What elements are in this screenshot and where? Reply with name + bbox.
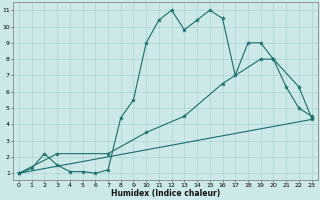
X-axis label: Humidex (Indice chaleur): Humidex (Indice chaleur) [111,189,220,198]
